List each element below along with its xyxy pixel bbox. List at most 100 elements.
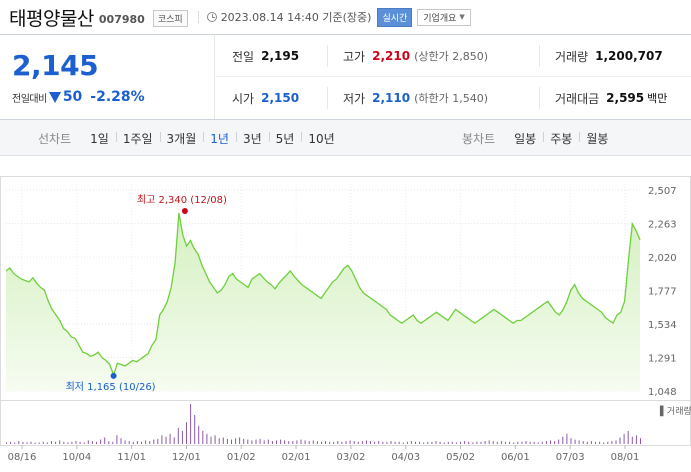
- volume-bar: [374, 441, 376, 444]
- volume-bar: [378, 441, 380, 444]
- volume-bar: [255, 439, 257, 444]
- volume-bar: [394, 441, 396, 444]
- volume-bar: [226, 438, 228, 444]
- volume-bar: [153, 439, 155, 444]
- volume-bar: [177, 428, 179, 444]
- tab-5y[interactable]: 5년: [268, 130, 302, 147]
- tab-monthly[interactable]: 월봉: [579, 130, 615, 147]
- volume-bar: [243, 438, 245, 444]
- volume-bar: [206, 433, 208, 444]
- volume-bar: [247, 439, 249, 444]
- volume-bar: [337, 441, 339, 444]
- volume-bar: [635, 435, 637, 444]
- trade-value-label: 거래대금: [555, 91, 600, 106]
- stock-header: 태평양물산 007980 코스피 2023.08.14 14:40 기준(장중)…: [0, 0, 691, 34]
- volume-bar: [83, 442, 85, 444]
- current-price: 2,145: [12, 49, 99, 82]
- stats-grid: 전일 2,195 고가 2,210 (상한가 2,850) 거래량 1,200,…: [216, 35, 691, 119]
- volume-bar: [18, 441, 20, 444]
- x-tick-label: 04/03: [391, 452, 420, 463]
- volume-bar: [190, 404, 192, 444]
- volume-bar: [181, 430, 183, 444]
- volume-bar: [451, 441, 453, 444]
- volume-bar: [210, 436, 212, 444]
- volume-bar: [79, 441, 81, 444]
- open-value: 2,150: [261, 91, 300, 105]
- volume-bar: [75, 441, 77, 444]
- volume-bar: [149, 441, 151, 444]
- volume-bar: [100, 439, 102, 444]
- tab-1d[interactable]: 1일: [90, 131, 109, 146]
- volume-bar: [427, 441, 429, 444]
- clock-icon: [206, 12, 217, 22]
- tab-10y[interactable]: 10년: [301, 130, 341, 147]
- volume-bar: [500, 441, 502, 444]
- volume-bar: [631, 436, 633, 444]
- change-amount: 50: [62, 89, 83, 105]
- volume-bar: [304, 440, 306, 444]
- tab-1y[interactable]: 1년: [203, 130, 236, 147]
- volume-bar: [476, 441, 478, 444]
- volume-bar: [280, 439, 282, 444]
- y-tick-label: 1,777: [648, 287, 677, 298]
- tab-1w[interactable]: 1주일: [115, 130, 160, 147]
- x-tick-label: 08/01: [611, 452, 640, 463]
- volume-bar: [484, 441, 486, 444]
- volume-bar: [26, 442, 28, 444]
- x-tick-label: 06/01: [501, 452, 530, 463]
- volume-bar: [640, 438, 641, 444]
- company-info-label: 기업개요: [423, 13, 457, 24]
- volume-bar: [63, 441, 65, 444]
- volume-bar: [186, 422, 187, 444]
- volume-bar: [38, 442, 40, 444]
- tab-3y[interactable]: 3년: [235, 130, 269, 147]
- change-label: 전일대비: [12, 93, 47, 105]
- prev-close-cell: 전일 2,195: [232, 35, 299, 77]
- volume-bar: [562, 436, 564, 444]
- change-row: 전일대비 50 -2.28%: [12, 89, 145, 105]
- tab-daily[interactable]: 일봉: [514, 131, 537, 146]
- price-chart[interactable]: 최고 2,340 (12/08) 최저 1,165 (10/26) 2,507 2,…: [0, 156, 691, 472]
- volume-bar: [521, 441, 523, 444]
- volume-bar: [578, 440, 580, 444]
- volume-bar: [128, 441, 130, 444]
- volume-bar: [333, 441, 335, 444]
- volume-bar: [365, 440, 367, 444]
- realtime-button[interactable]: 실시간: [377, 7, 413, 27]
- volume-bar: [545, 441, 547, 444]
- company-info-dropdown[interactable]: 기업개요 ▼: [417, 8, 471, 26]
- market-badge: 코스피: [152, 9, 188, 27]
- volume-bar: [30, 441, 32, 444]
- volume-bar: [136, 441, 138, 444]
- volume-bar: [623, 433, 625, 444]
- volume-bar: [472, 442, 474, 444]
- lower-limit: (하한가 1,540): [414, 92, 488, 105]
- volume-bar: [541, 441, 543, 444]
- volume-bar: [14, 442, 16, 444]
- volume-bar: [468, 441, 470, 444]
- volume-bar: [582, 441, 584, 444]
- volume-bar: [312, 440, 314, 444]
- high-cell: 고가 2,210 (상한가 2,850): [343, 35, 488, 77]
- volume-bar: [586, 441, 588, 444]
- price-line: [5, 212, 641, 377]
- volume-bar: [22, 441, 24, 444]
- volume-frame: [0, 400, 691, 446]
- volume-bar: [329, 441, 331, 444]
- tab-weekly[interactable]: 주봉: [543, 130, 579, 147]
- x-tick-label: 12/01: [172, 452, 201, 463]
- high-label: 고가: [343, 49, 366, 64]
- stats-divider: [327, 45, 328, 67]
- volume-bar: [325, 441, 326, 444]
- volume-bar: [627, 430, 629, 444]
- volume-bar: [410, 441, 412, 444]
- volume-value: 1,200,707: [595, 49, 663, 63]
- volume-bar: [202, 430, 204, 444]
- tab-3m[interactable]: 3개월: [159, 130, 204, 147]
- x-tick-label: 07/03: [556, 452, 585, 463]
- volume-bar: [271, 441, 273, 444]
- volume-bar: [488, 440, 490, 444]
- volume-bar: [533, 441, 535, 444]
- volume-bar: [316, 441, 318, 444]
- volume-bar: [390, 441, 392, 444]
